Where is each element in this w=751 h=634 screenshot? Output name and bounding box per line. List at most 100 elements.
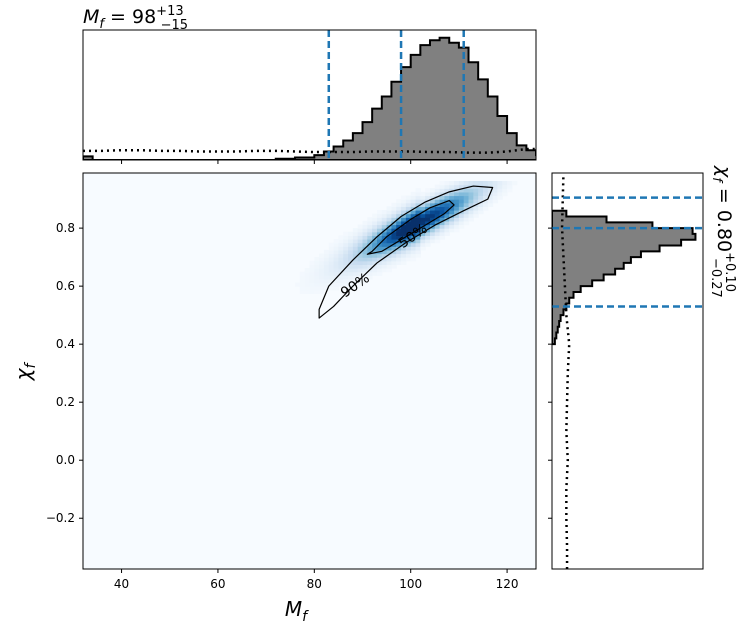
heatmap-cell bbox=[473, 199, 479, 204]
heatmap-cell bbox=[352, 260, 359, 265]
heatmap-cell bbox=[401, 249, 407, 255]
heatmap-cell bbox=[410, 246, 417, 251]
joint-frame bbox=[82, 172, 537, 570]
heatmap-cell bbox=[410, 253, 417, 258]
heatmap-cell bbox=[348, 282, 354, 287]
heatmap-cell bbox=[319, 260, 325, 265]
heatmap-cell bbox=[454, 213, 460, 218]
heatmap-cell bbox=[352, 231, 359, 236]
heatmap-cell bbox=[454, 209, 460, 215]
heatmap-cell bbox=[449, 180, 455, 186]
heatmap-cell bbox=[429, 228, 436, 233]
heatmap-cell bbox=[348, 231, 354, 236]
heatmap-cell bbox=[444, 195, 450, 200]
heatmap-cell bbox=[381, 231, 388, 236]
heatmap-cell bbox=[415, 246, 421, 251]
heatmap-cell bbox=[372, 242, 378, 247]
heatmap-cell bbox=[415, 220, 421, 226]
heatmap-cell bbox=[304, 278, 311, 284]
heatmap-cell bbox=[376, 228, 383, 233]
heatmap-cell bbox=[401, 253, 407, 258]
heatmap-cell bbox=[372, 213, 378, 218]
heatmap-cell bbox=[454, 220, 460, 226]
heatmap-cell bbox=[420, 246, 426, 251]
heatmap-cell bbox=[381, 209, 388, 215]
heatmap-cell bbox=[357, 268, 364, 273]
heatmap-cell bbox=[415, 224, 421, 229]
heatmap-cell bbox=[314, 289, 320, 294]
heatmap-cell bbox=[415, 191, 421, 197]
heatmap-cell bbox=[328, 275, 335, 280]
heatmap-cell bbox=[410, 199, 417, 204]
heatmap-cell bbox=[391, 264, 397, 269]
heatmap-cell bbox=[381, 224, 388, 229]
heatmap-cell bbox=[391, 249, 397, 255]
heatmap-cell bbox=[352, 242, 359, 247]
heatmap-cell bbox=[386, 253, 393, 258]
heatmap-cell bbox=[444, 188, 450, 193]
heatmap-cell bbox=[482, 206, 489, 211]
heatmap-cell bbox=[439, 217, 446, 222]
heatmap-cell bbox=[381, 260, 388, 265]
heatmap-cell bbox=[415, 213, 421, 218]
heatmap-cell bbox=[468, 202, 474, 207]
heatmap-cell bbox=[468, 188, 474, 193]
heatmap-cell bbox=[338, 282, 344, 287]
heatmap-cell bbox=[357, 264, 364, 269]
heatmap-cell bbox=[478, 206, 484, 211]
heatmap-cell bbox=[502, 180, 508, 186]
heatmap-cell bbox=[362, 264, 368, 269]
heatmap-cell bbox=[314, 264, 320, 269]
heatmap-cell bbox=[434, 213, 441, 218]
heatmap-cell bbox=[314, 257, 320, 262]
heatmap-cell bbox=[376, 260, 383, 265]
heatmap-cell bbox=[410, 257, 417, 262]
heatmap-cell bbox=[410, 195, 417, 200]
heatmap-cell bbox=[468, 213, 474, 218]
heatmap-cell bbox=[391, 257, 397, 262]
heatmap-cell bbox=[367, 264, 373, 269]
heatmap-cell bbox=[463, 209, 470, 215]
heatmap-cell bbox=[352, 268, 359, 273]
heatmap-cell bbox=[410, 242, 417, 247]
heatmap-cell bbox=[376, 217, 383, 222]
heatmap-cell bbox=[376, 213, 383, 218]
heatmap-cell bbox=[434, 184, 441, 189]
heatmap-cell bbox=[401, 260, 407, 265]
heatmap-cell bbox=[333, 257, 340, 262]
heatmap-cell bbox=[449, 213, 455, 218]
heatmap-cell bbox=[396, 199, 402, 204]
heatmap-cell bbox=[386, 213, 393, 218]
heatmap-cell bbox=[343, 253, 349, 258]
heatmap-cell bbox=[352, 235, 359, 240]
heatmap-cell bbox=[434, 239, 441, 244]
heatmap-cell bbox=[343, 231, 349, 236]
heatmap-cell bbox=[376, 246, 383, 251]
heatmap-cell bbox=[454, 199, 460, 204]
x-tick-label: 80 bbox=[307, 577, 322, 591]
heatmap-cell bbox=[463, 188, 470, 193]
heatmap-cell bbox=[439, 206, 446, 211]
heatmap-cell bbox=[391, 217, 397, 222]
heatmap-cell bbox=[319, 275, 325, 280]
heatmap-cell bbox=[352, 228, 359, 233]
heatmap-cell bbox=[323, 268, 330, 273]
heatmap-cell bbox=[386, 268, 393, 273]
heatmap-cell bbox=[492, 184, 499, 189]
heatmap-cell bbox=[328, 271, 335, 276]
heatmap-cell bbox=[449, 209, 455, 215]
heatmap-cell bbox=[454, 206, 460, 211]
heatmap-cell bbox=[420, 217, 426, 222]
heatmap-cell bbox=[343, 264, 349, 269]
heatmap-cell bbox=[463, 195, 470, 200]
heatmap-cell bbox=[338, 264, 344, 269]
heatmap-cell bbox=[319, 282, 325, 287]
heatmap-cell bbox=[439, 224, 446, 229]
heatmap-cell bbox=[473, 191, 479, 197]
heatmap-cell bbox=[352, 278, 359, 284]
heatmap-cell bbox=[463, 213, 470, 218]
heatmap-cell bbox=[410, 217, 417, 222]
heatmap-cell bbox=[333, 260, 340, 265]
heatmap-cell bbox=[299, 278, 306, 284]
heatmap-cell bbox=[372, 235, 378, 240]
